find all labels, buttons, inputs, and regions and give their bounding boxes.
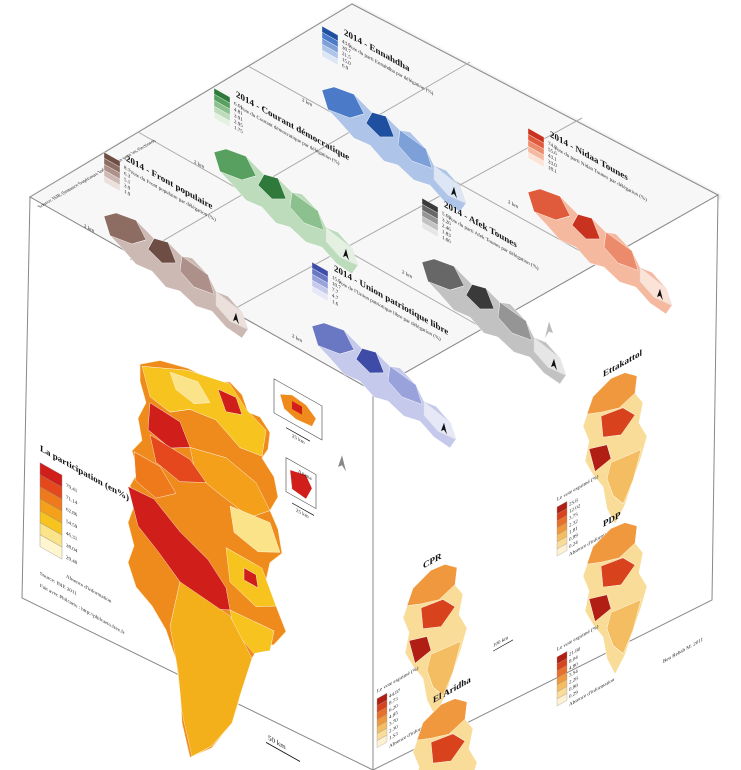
participation-value: 54.59 [66, 519, 78, 531]
top-legend-value: 74.2 [548, 141, 557, 152]
top-panel-scale: 2 km [302, 97, 313, 109]
right-legend-value: 1.53 [389, 731, 398, 742]
right-legend-value: 4.80 [569, 661, 578, 672]
right-legend-value: 12.02 [569, 503, 581, 515]
top-legend-value: 5.1 [124, 177, 131, 186]
right-legend-value: 3.54 [569, 668, 578, 679]
top-legend-value: 18.1 [548, 165, 557, 176]
top-panel-scale: 2 km [508, 199, 519, 211]
right-legend-value: 0.24 [569, 539, 578, 550]
north-arrow-icon [451, 186, 457, 199]
top-legend-value: 1.9 [124, 189, 131, 198]
right-legend-value: 6.20 [389, 703, 398, 714]
top-panel-map [103, 212, 249, 339]
top-panel-scale: 2 km [194, 159, 205, 171]
north-arrow-icon [233, 312, 239, 325]
top-legend-value: 3.91 [234, 113, 243, 124]
right-legend-value: 0.29 [569, 689, 578, 700]
top-legend-value: 6.9 [342, 63, 349, 72]
north-arrow-icon [338, 455, 346, 472]
north-arrow-icon [657, 288, 663, 301]
top-legend-value: 15.5 [332, 275, 341, 286]
top-panel-map [421, 258, 567, 385]
top-legend-value: 4.81 [234, 107, 243, 118]
right-legend-value: 44.87 [389, 688, 401, 700]
top-panel-map [527, 188, 673, 315]
top-legend-swatch [527, 151, 545, 168]
north-arrow-icon [545, 321, 553, 338]
right-legend-swatch [556, 693, 568, 707]
top-panel-map [311, 322, 457, 449]
north-arrow-icon [343, 248, 349, 261]
top-legend-value: 6.3 [124, 171, 131, 180]
right-legend-value: 21.80 [569, 646, 581, 658]
top-legend-value: 21.5 [342, 51, 351, 62]
top-legend-swatch [321, 49, 339, 66]
top-legend-value: 30.7 [342, 45, 351, 56]
top-legend-value: 55.6 [548, 147, 557, 158]
top-legend-value: 3.9 [124, 183, 131, 192]
right-legend-value: 1.81 [569, 525, 578, 536]
participation-value: 46.31 [66, 531, 78, 543]
right-legend-value: 25.8 [569, 497, 578, 508]
top-legend-swatch [213, 111, 231, 128]
right-legend-value: 4.85 [389, 710, 398, 721]
top-legend-value: 1.75 [234, 125, 243, 136]
right-legend-value: 8.73 [389, 696, 398, 707]
top-panel-map [213, 148, 359, 275]
top-legend-value: 1.6 [332, 299, 339, 308]
right-legend-swatch [376, 734, 388, 748]
participation-value: 38.04 [66, 543, 78, 555]
top-legend-value: 7.7 [332, 287, 339, 296]
top-legend-value: 5.63 [442, 211, 451, 222]
top-panel-scale: 2 km [402, 269, 413, 281]
participation-swatch [39, 534, 63, 560]
right-legend-value: 3.70 [389, 717, 398, 728]
north-arrow-icon [551, 358, 557, 371]
top-legend-value: 8.1 [124, 165, 131, 174]
top-panel-scale: 2 km [292, 333, 303, 345]
right-legend-value: 0.98 [569, 682, 578, 693]
participation-value: 29.40 [66, 555, 78, 567]
right-legend-value: 3.75 [569, 511, 578, 522]
top-legend-swatch [311, 285, 329, 302]
top-legend-value: 43.5 [342, 39, 351, 50]
top-legend-value: 2.95 [234, 119, 243, 130]
right-legend-value: 2.32 [569, 518, 578, 529]
top-legend-value: 43.1 [548, 153, 557, 164]
top-legend-value: 6.61 [234, 101, 243, 112]
top-legend-value: 15.0 [342, 57, 351, 68]
top-panel-map [321, 86, 467, 213]
right-map-author: Ben Rebah M. 2011 [663, 637, 703, 665]
top-legend-value: 3.26 [442, 217, 451, 228]
right-legend-value: 8.04 [569, 654, 578, 665]
top-panel-scale: 2 km [84, 223, 95, 235]
right-legend-value: 2.30 [389, 724, 398, 735]
top-legend-swatch [103, 175, 121, 192]
right-legend-value: 2.28 [569, 675, 578, 686]
top-legend-value: 1.83 [442, 229, 451, 240]
participation-value: 71.14 [66, 495, 78, 507]
right-legend-swatch [556, 543, 568, 557]
top-legend-value: 10.7 [332, 281, 341, 292]
top-legend-swatch [421, 221, 439, 238]
top-legend-value: 33.0 [548, 159, 557, 170]
top-legend-value: 2.46 [442, 223, 451, 234]
north-arrow-icon [441, 422, 447, 435]
top-legend-value: 4.7 [332, 293, 339, 302]
participation-value: 79.41 [66, 483, 78, 495]
right-legend-value: 0.99 [569, 532, 578, 543]
participation-value: 62.86 [66, 507, 78, 519]
top-legend-value: 1.06 [442, 235, 451, 246]
